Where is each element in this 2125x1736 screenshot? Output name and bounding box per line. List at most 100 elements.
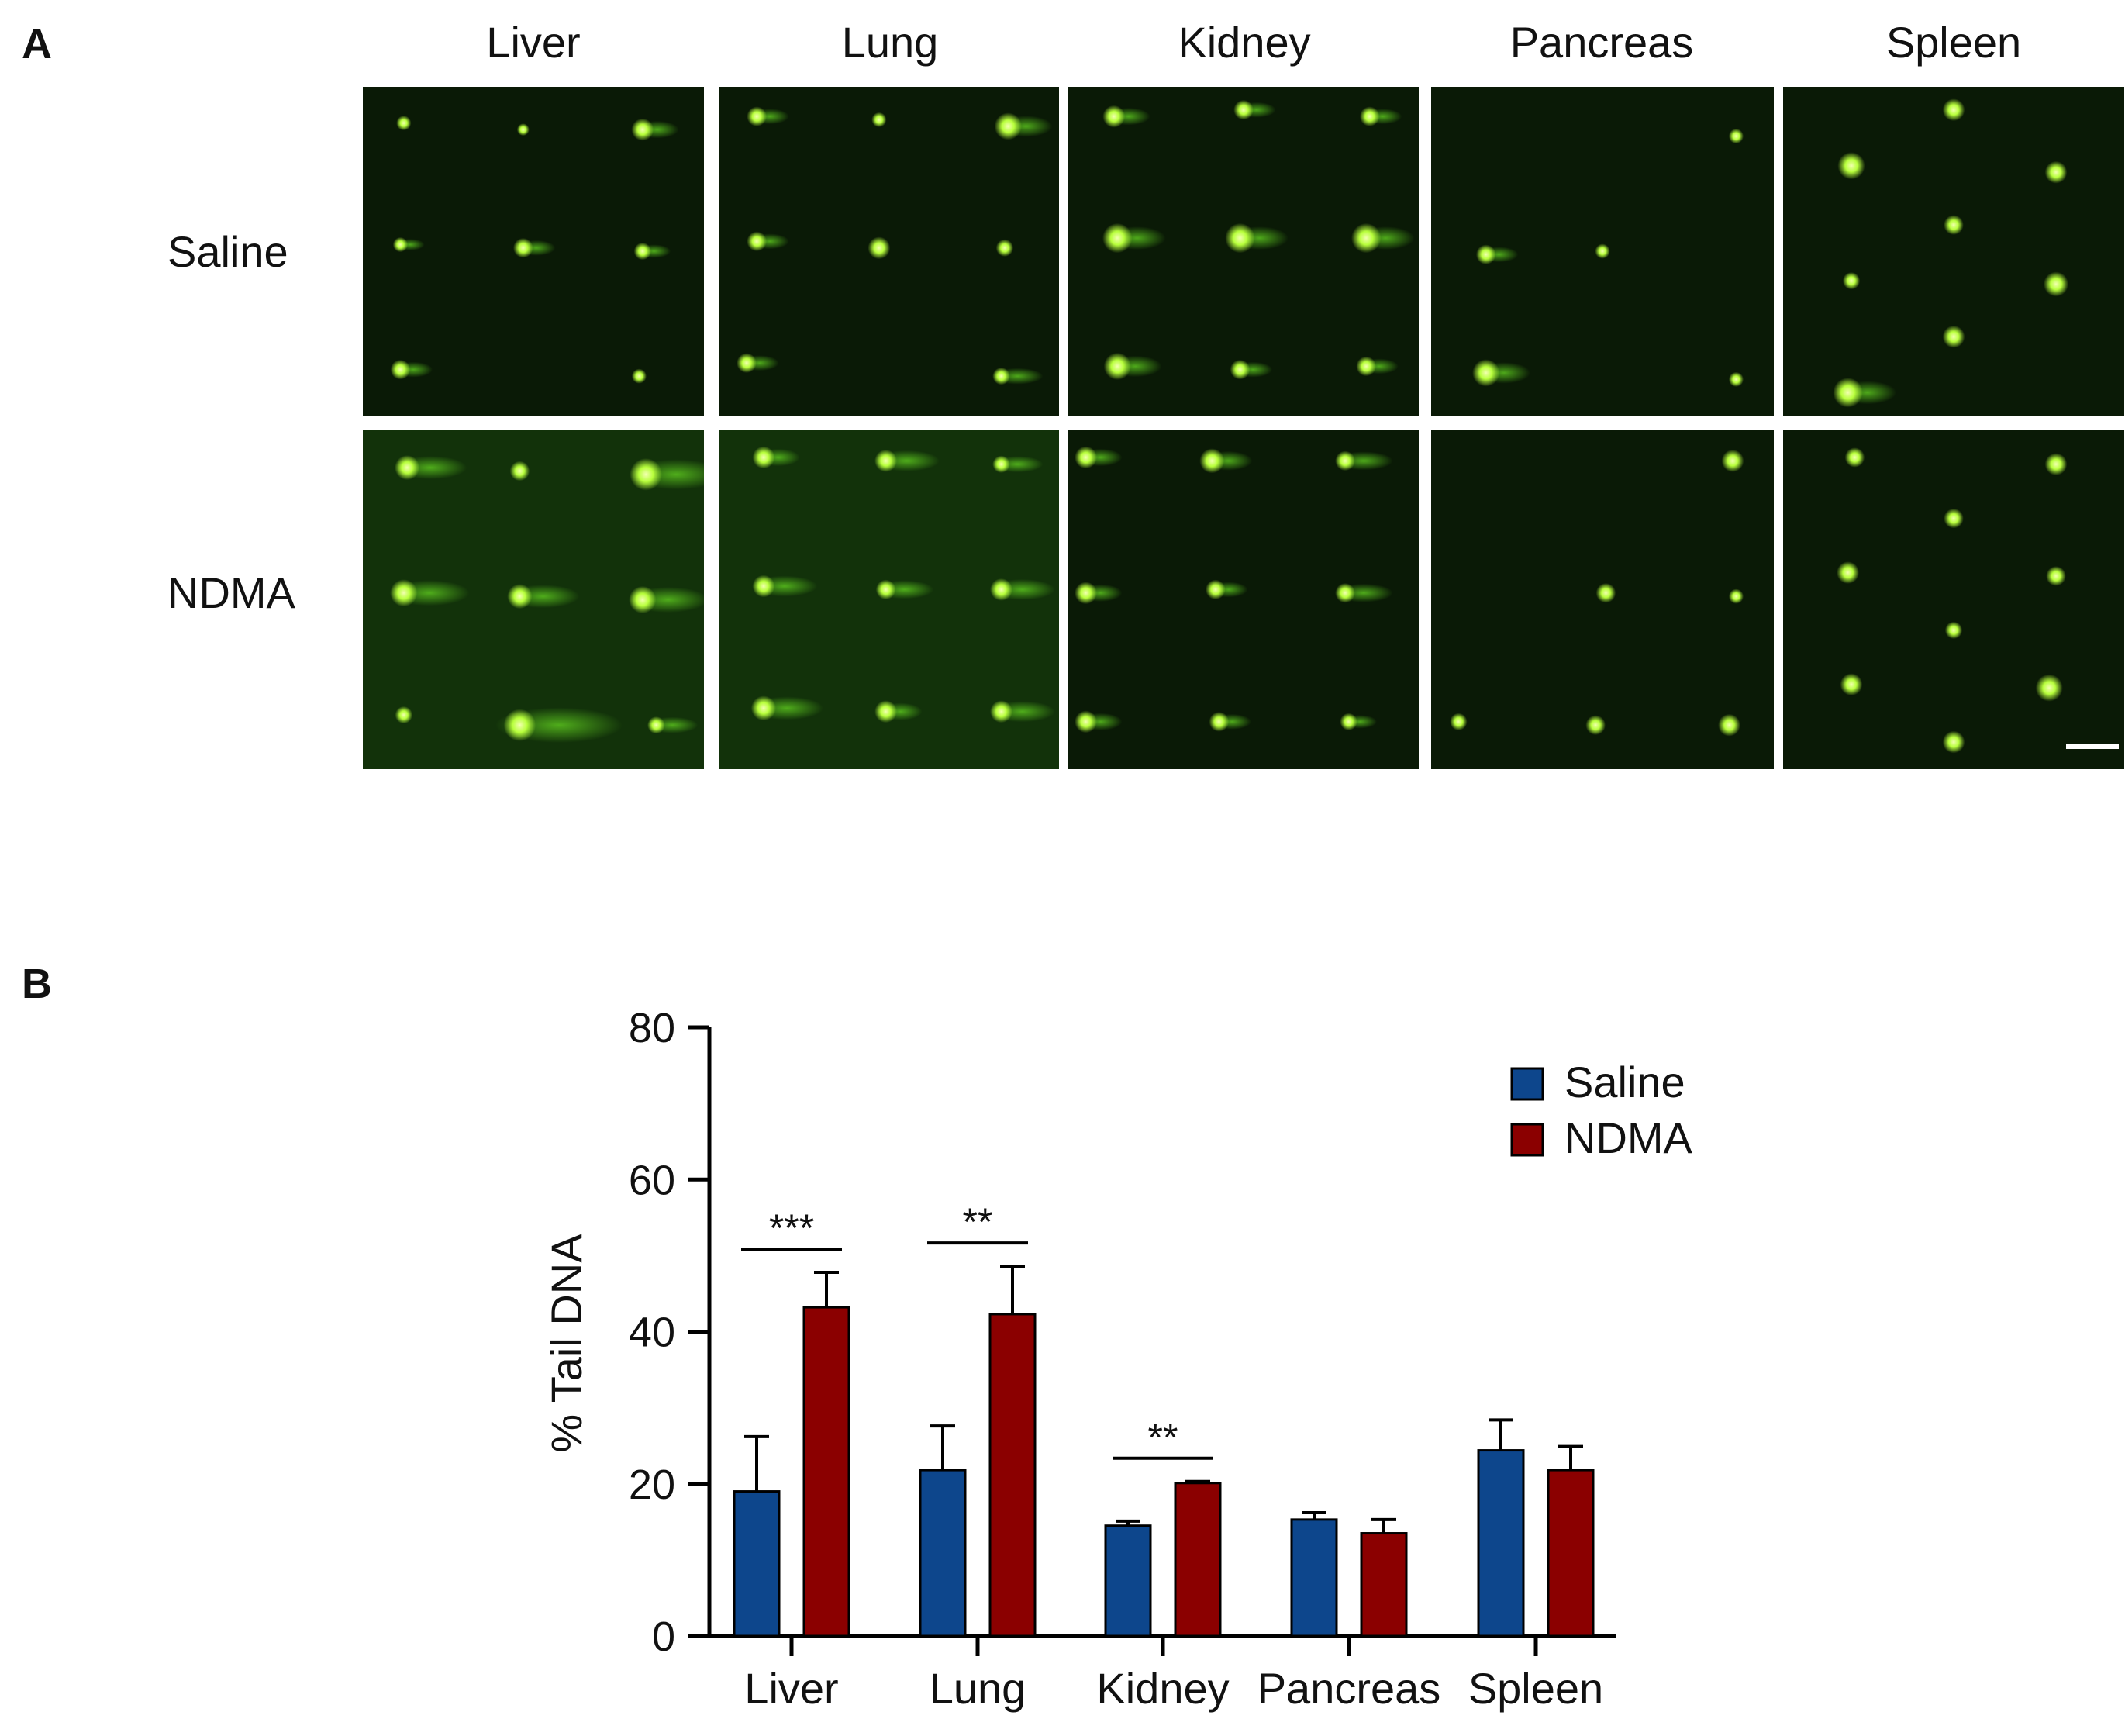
comet-nucleus: [1844, 447, 1865, 468]
y-axis-label: % Tail DNA: [542, 1234, 591, 1453]
x-tick-label-spleen: Spleen: [1468, 1664, 1603, 1713]
comet-nucleus: [1942, 98, 1965, 122]
comet-nucleus: [1833, 378, 1863, 408]
comet-nucleus: [1942, 325, 1965, 348]
micrograph-pancreas-ndma: [1431, 430, 1774, 769]
x-tick-label-kidney: Kidney: [1096, 1664, 1229, 1713]
legend-swatch-ndma: [1510, 1123, 1544, 1157]
micrograph-liver-ndma: [363, 430, 704, 769]
comet-nucleus: [1450, 713, 1468, 731]
y-tick-label: 40: [629, 1310, 675, 1356]
micrograph-background: [1783, 430, 2124, 769]
comet-nucleus: [1199, 448, 1225, 474]
row-label-ndma: NDMA: [167, 568, 295, 617]
comet-nucleus: [1102, 105, 1126, 128]
bar-ndma-lung: [988, 1313, 1037, 1638]
comet-nucleus: [1840, 673, 1863, 696]
comet-nucleus: [1942, 730, 1965, 754]
legend-label-ndma: NDMA: [1564, 1113, 1693, 1162]
comet-nucleus: [871, 112, 887, 127]
bar-ndma-spleen: [1547, 1469, 1595, 1638]
column-label-liver: Liver: [486, 18, 581, 67]
row-label-saline: Saline: [167, 227, 288, 276]
comet-nucleus: [647, 716, 665, 734]
comet-nucleus: [1209, 712, 1230, 732]
comet-nucleus: [1944, 621, 1963, 640]
comet-nucleus: [1230, 359, 1251, 380]
comet-nucleus: [1335, 582, 1355, 603]
comet-nucleus: [1475, 244, 1496, 265]
scale-bar: [2066, 744, 2119, 749]
comet-nucleus: [390, 579, 418, 607]
micrograph-spleen-saline: [1783, 87, 2124, 416]
comet-nucleus: [1075, 710, 1097, 733]
comet-nucleus: [396, 116, 412, 131]
x-tick-label-lung: Lung: [930, 1664, 1026, 1713]
comet-nucleus: [737, 353, 757, 373]
comet-nucleus: [1595, 582, 1616, 603]
comet-nucleus: [1359, 106, 1380, 126]
comet-nucleus: [990, 700, 1012, 723]
comet-nucleus: [516, 123, 530, 136]
comet-nucleus: [1233, 99, 1254, 120]
comet-nucleus: [395, 706, 412, 724]
comet-nucleus: [995, 239, 1014, 257]
comet-nucleus: [747, 106, 767, 126]
comet-nucleus: [1335, 450, 1355, 471]
significance-label: ***: [769, 1206, 814, 1250]
bar-saline-liver: [733, 1490, 781, 1638]
comet-nucleus: [1075, 446, 1097, 469]
comet-nucleus: [630, 458, 662, 491]
comet-nucleus: [392, 236, 408, 253]
significance-label: **: [963, 1200, 993, 1244]
comet-nucleus: [747, 231, 767, 252]
comet-nucleus: [874, 449, 898, 472]
comet-nucleus: [1351, 223, 1382, 254]
comet-nucleus: [395, 455, 420, 481]
bar-ndma-liver: [802, 1306, 850, 1638]
comet-nucleus: [1728, 371, 1744, 387]
comet-nucleus: [1718, 713, 1740, 737]
comet-nucleus: [875, 579, 896, 600]
micrograph-lung-ndma: [719, 430, 1059, 769]
y-tick-label: 80: [629, 1005, 675, 1051]
comet-nucleus: [633, 242, 651, 261]
comet-nucleus: [1103, 352, 1131, 380]
comet-nucleus: [1356, 356, 1376, 377]
bar-ndma-pancreas: [1360, 1532, 1408, 1638]
comet-nucleus: [1340, 713, 1357, 731]
comet-nucleus: [1728, 588, 1744, 604]
bar-saline-kidney: [1104, 1524, 1152, 1638]
comet-nucleus: [1102, 223, 1133, 254]
comet-nucleus: [1206, 579, 1226, 600]
comet-nucleus: [1225, 223, 1255, 254]
x-tick-label-pancreas: Pancreas: [1257, 1664, 1441, 1713]
bar-saline-lung: [919, 1469, 967, 1638]
comet-nucleus: [868, 236, 891, 260]
micrograph-spleen-ndma: [1783, 430, 2124, 769]
comet-nucleus: [631, 118, 654, 141]
comet-nucleus: [513, 237, 533, 258]
significance-label: **: [1148, 1416, 1178, 1459]
comet-nucleus: [629, 585, 657, 614]
y-tick-label: 20: [629, 1462, 675, 1508]
micrograph-liver-saline: [363, 87, 704, 416]
comet-nucleus: [1837, 152, 1865, 180]
micrograph-pancreas-saline: [1431, 87, 1774, 416]
comet-nucleus: [2035, 674, 2063, 702]
comet-nucleus: [2044, 453, 2068, 476]
micrograph-lung-saline: [719, 87, 1059, 416]
legend-label-saline: Saline: [1564, 1058, 1685, 1106]
comet-nucleus: [2044, 271, 2068, 297]
comet-nucleus: [1842, 271, 1861, 290]
comet-nucleus: [1728, 129, 1744, 144]
micrograph-kidney-ndma: [1068, 430, 1419, 769]
bar-saline-pancreas: [1290, 1518, 1338, 1638]
bar-saline-spleen: [1477, 1449, 1525, 1638]
comet-nucleus: [631, 368, 647, 384]
y-tick-label: 0: [652, 1613, 675, 1660]
comet-nucleus: [752, 575, 775, 598]
column-label-kidney: Kidney: [1178, 18, 1311, 67]
comet-nucleus: [752, 446, 775, 469]
